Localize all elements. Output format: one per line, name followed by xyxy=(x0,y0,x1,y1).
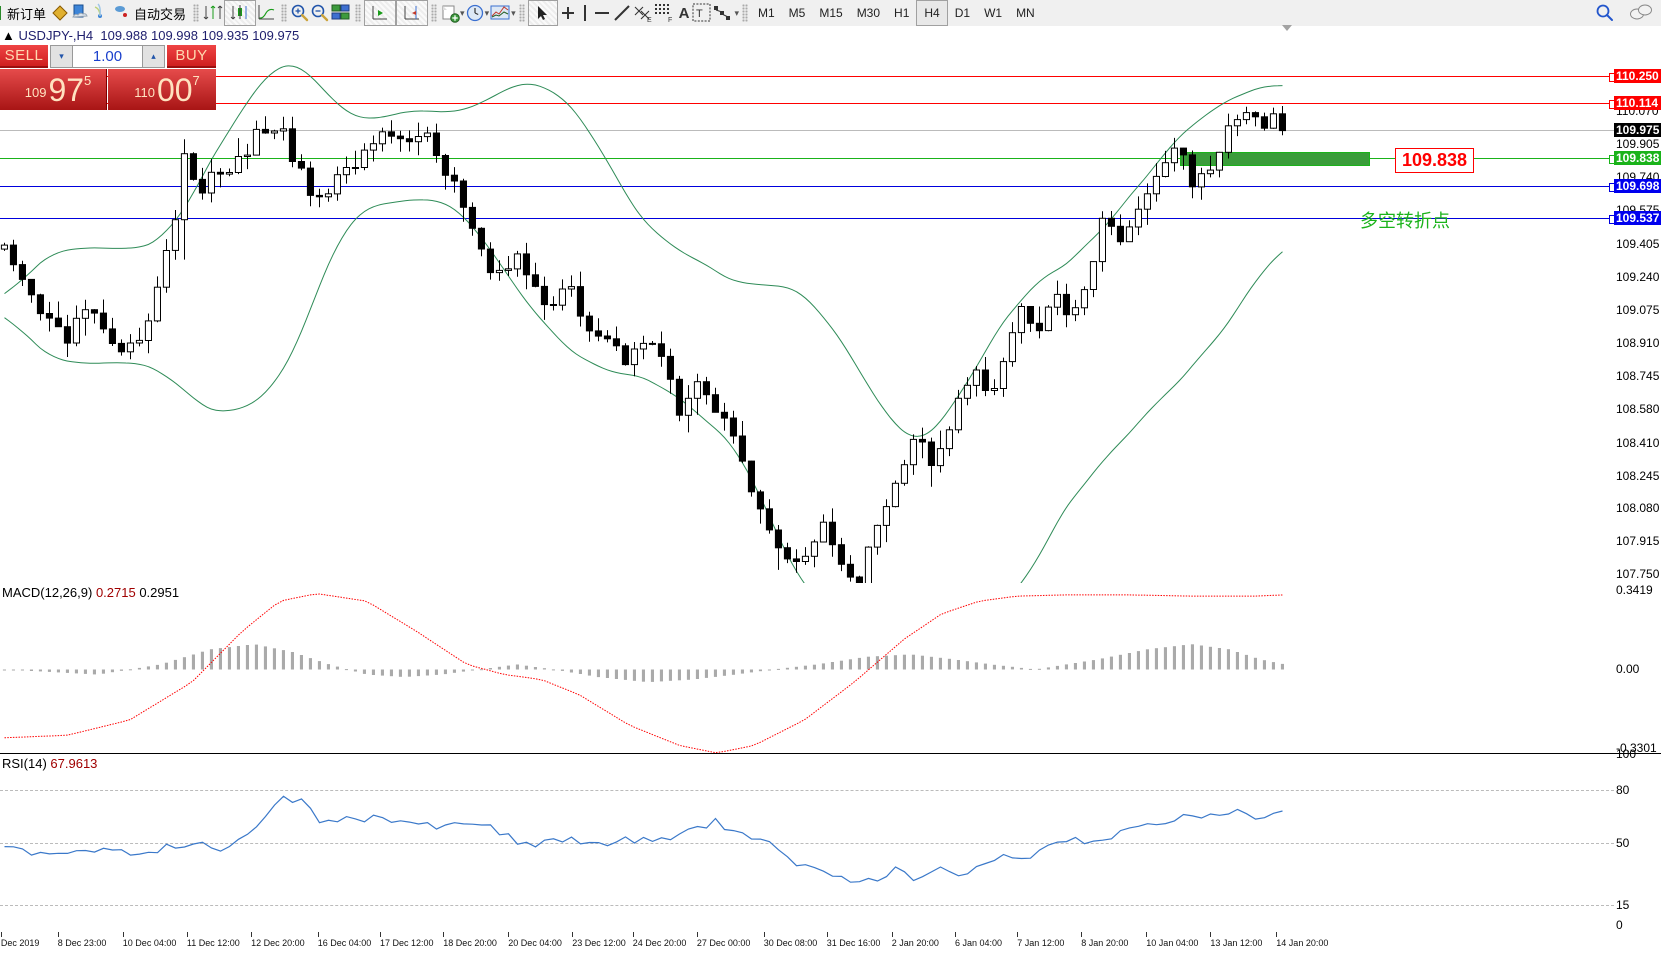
svg-text:T: T xyxy=(696,8,703,20)
svg-text:F: F xyxy=(668,17,672,23)
svg-text:E: E xyxy=(647,17,652,23)
